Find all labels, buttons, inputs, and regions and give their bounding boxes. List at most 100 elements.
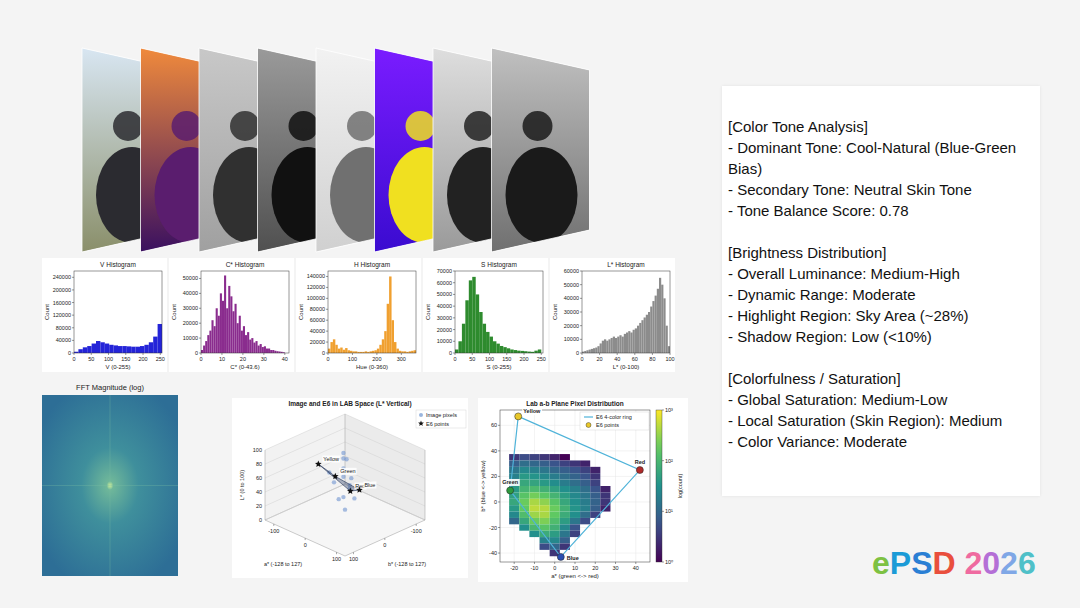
y-tick xyxy=(199,353,201,354)
grid-line xyxy=(265,470,345,506)
colorbar-tick xyxy=(662,410,664,411)
hist-bar xyxy=(328,349,330,353)
hist-bar xyxy=(255,341,257,353)
pixel-cell xyxy=(540,512,550,518)
section-item: - Color Variance: Moderate xyxy=(728,431,1032,452)
pixel-cell xyxy=(550,492,560,498)
legend-swatch xyxy=(584,416,593,417)
pixel-cell xyxy=(570,499,580,505)
hist-bar xyxy=(237,323,239,353)
hist-bar xyxy=(348,350,350,353)
y-tick xyxy=(580,271,582,272)
figure-head xyxy=(113,111,143,141)
analysis-section: [Color Tone Analysis]- Dominant Tone: Co… xyxy=(728,116,1032,221)
y-tick xyxy=(498,476,500,477)
y-tick-label: -20 xyxy=(489,525,497,531)
x-tick-label: 150 xyxy=(502,356,511,362)
section-item: - Tone Balance Score: 0.78 xyxy=(728,200,1032,221)
y-tick-label: 50000 xyxy=(437,291,452,297)
x-tick xyxy=(670,353,671,355)
x-tick-label: 250 xyxy=(537,356,546,362)
hist-bar xyxy=(245,335,247,353)
analysis-section: [Colorfulness / Saturation]- Global Satu… xyxy=(728,368,1032,452)
pixel-cell xyxy=(560,492,570,498)
x-tick-label: 20 xyxy=(592,565,598,571)
panel-title: V Histogram xyxy=(100,261,136,269)
x-tick xyxy=(242,353,243,355)
x-tick xyxy=(534,562,535,564)
pixel-cell xyxy=(570,467,580,473)
pixel-cell xyxy=(540,467,550,473)
logo-char: P xyxy=(890,545,911,581)
hist-bar xyxy=(241,331,243,353)
x-tick xyxy=(273,524,274,526)
frame xyxy=(328,271,416,353)
x-tick xyxy=(352,353,353,355)
hist-bar xyxy=(589,350,591,353)
e6-ring xyxy=(510,416,640,557)
x-tick xyxy=(125,353,126,355)
legend-swatch xyxy=(418,421,424,426)
y-tick-label: 120000 xyxy=(53,312,71,318)
pixel-cell xyxy=(550,454,560,460)
legend-label: E6 points xyxy=(426,421,449,427)
section-heading: [Brightness Distribution] xyxy=(728,242,1032,263)
hist-bar xyxy=(514,350,517,353)
hist-bar xyxy=(214,326,216,353)
box-edge xyxy=(425,450,426,520)
hist-bar xyxy=(591,349,593,353)
hist-bar xyxy=(507,348,510,353)
pixel-cell xyxy=(580,505,590,511)
pixel-cell xyxy=(560,537,570,543)
pixel-cell xyxy=(529,460,539,466)
x-axis-title: L* (0-100) xyxy=(613,364,640,370)
hist-bar xyxy=(274,351,276,353)
image-layer xyxy=(492,48,590,252)
hist-bar xyxy=(414,350,416,353)
pixel-point xyxy=(352,496,356,500)
grid-line xyxy=(345,442,425,478)
panel-bg xyxy=(232,398,468,578)
hist-bar xyxy=(333,339,335,353)
x-tick-label: 250 xyxy=(156,356,165,362)
x-tick-label: 200 xyxy=(519,356,528,362)
y-tick-label: 0 xyxy=(68,350,71,356)
hist-bar xyxy=(465,300,468,353)
x-tick-label: 200 xyxy=(138,356,147,362)
pixel-cell xyxy=(580,492,590,498)
legend-box xyxy=(416,410,466,428)
y-tick-label: 0 xyxy=(449,350,452,356)
y-tick xyxy=(453,294,455,295)
hist-bar xyxy=(394,342,396,353)
hist-bar xyxy=(630,333,632,354)
pixel-cell xyxy=(529,480,539,486)
section-item: - Dynamic Range: Moderate xyxy=(728,284,1032,305)
x-tick-label: -20 xyxy=(510,565,518,571)
pixel-cell xyxy=(590,492,600,498)
hist-bar xyxy=(211,320,213,353)
x-tick xyxy=(514,562,515,564)
analysis-section: [Brightness Distribution]- Overall Lumin… xyxy=(728,242,1032,347)
bars xyxy=(328,276,416,353)
pixel-cell xyxy=(540,543,550,549)
x-axis-title: C* (0-43.6) xyxy=(230,364,259,370)
pixel-cell xyxy=(529,486,539,492)
hist-bar xyxy=(462,324,465,353)
x-axis-title: S (0-255) xyxy=(486,364,511,370)
pixel-cell xyxy=(590,499,600,505)
pixel-cell xyxy=(509,512,519,518)
pixel-cell xyxy=(560,499,570,505)
x-tick-label: 0 xyxy=(553,565,556,571)
y-axis-title: Count xyxy=(552,304,558,320)
z-tick-label: 80 xyxy=(256,461,262,467)
grid-line xyxy=(345,484,425,520)
hist-bar xyxy=(608,339,610,353)
y-tick xyxy=(498,553,500,554)
grid-line xyxy=(345,428,425,464)
y-tick-label: 0 xyxy=(322,350,325,356)
hist-bar xyxy=(220,293,222,353)
e6-point xyxy=(515,413,522,420)
y-tick-label: 40000 xyxy=(56,337,71,343)
label-patch xyxy=(501,479,520,486)
y-tick-label: 0 xyxy=(576,350,579,356)
